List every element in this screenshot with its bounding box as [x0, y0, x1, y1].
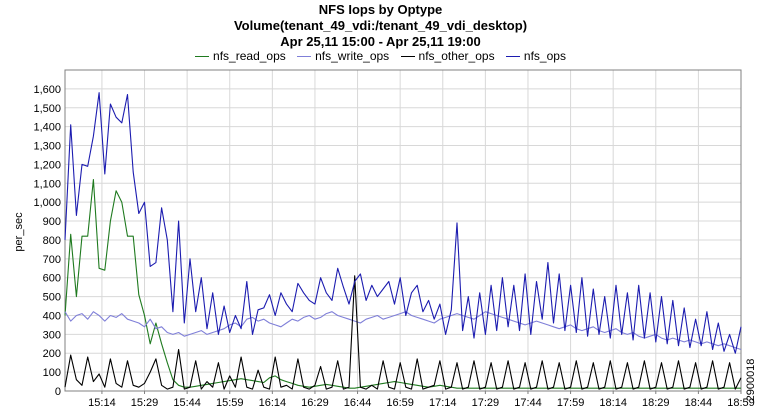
x-axis: 15:14 15:29 15:44 15:59 16:14 16:29 16:44 16:59… [88, 391, 755, 409]
legend-item-nfs-read-ops: nfs_read_ops [195, 49, 286, 63]
legend-item-nfs-ops: nfs_ops [505, 49, 566, 63]
y-tick-label: 1,200 [33, 159, 61, 171]
grid-lines [65, 70, 742, 392]
legend-swatch-nfs-write-ops [297, 56, 312, 58]
legend-label: nfs_write_ops [315, 49, 390, 63]
plot-area [64, 69, 742, 392]
x-tick-label: 17:14 [429, 397, 457, 409]
y-tick-label: 1,300 [33, 141, 61, 153]
legend-swatch-nfs-ops [505, 56, 520, 58]
y-tick-label: 500 [43, 292, 61, 304]
x-tick-label: 16:59 [386, 397, 414, 409]
x-tick-label: 18:14 [599, 397, 627, 409]
y-axis-label: per_sec [13, 212, 25, 252]
chart-subtitle: Volume(tenant_49_vdi:/tenant_49_vdi_desk… [233, 18, 528, 33]
y-tick-label: 1,400 [33, 122, 61, 134]
y-tick-label: 1,600 [33, 84, 61, 96]
x-tick-label: 18:29 [642, 397, 670, 409]
y-tick-label: 600 [43, 273, 61, 285]
chart-title: NFS Iops by Optype [318, 2, 443, 17]
series-line-nfs-other-ops [64, 275, 742, 390]
x-tick-label: 15:59 [216, 397, 244, 409]
y-tick-label: 1,000 [33, 197, 61, 209]
x-tick-label: 17:29 [472, 397, 500, 409]
y-tick-label: 1,500 [33, 103, 61, 115]
x-tick-label: 15:29 [131, 397, 159, 409]
y-tick-label: 200 [43, 348, 61, 360]
x-tick-label: 15:44 [173, 397, 201, 409]
x-tick-label: 17:44 [514, 397, 542, 409]
legend-item-nfs-write-ops: nfs_write_ops [297, 49, 389, 63]
y-tick-label: 400 [43, 310, 61, 322]
x-tick-label: 16:29 [301, 397, 329, 409]
chart-titles: NFS Iops by Optype Volume(tenant_49_vdi:… [0, 2, 761, 50]
y-tick-label: 700 [43, 254, 61, 266]
series-line-nfs-write-ops [64, 311, 742, 351]
x-tick-label: 18:44 [685, 397, 713, 409]
y-axis: 0 100 200 300 400 500 600 700 800 900 1,000 1,100 1,… [33, 84, 61, 398]
legend-item-nfs-other-ops: nfs_other_ops [400, 49, 495, 63]
side-annotation: 2900018 [745, 359, 757, 402]
x-tick-label: 15:14 [88, 397, 116, 409]
y-tick-label: 0 [55, 386, 61, 398]
chart-time-range: Apr 25,11 15:00 - Apr 25,11 19:00 [280, 34, 481, 49]
legend-swatch-nfs-other-ops [400, 56, 415, 58]
chart-legend: nfs_read_ops nfs_write_ops nfs_other_ops… [0, 49, 761, 63]
y-tick-label: 900 [43, 216, 61, 228]
legend-label: nfs_other_ops [418, 49, 495, 63]
x-tick-label: 18:59 [727, 397, 755, 409]
y-tick-label: 100 [43, 367, 61, 379]
x-tick-label: 16:44 [344, 397, 372, 409]
y-tick-label: 800 [43, 235, 61, 247]
series-lines [64, 92, 742, 390]
y-tick-label: 300 [43, 329, 61, 341]
legend-label: nfs_ops [523, 49, 566, 63]
x-tick-label: 17:59 [557, 397, 585, 409]
x-tick-label: 16:14 [259, 397, 287, 409]
series-line-nfs-read-ops [64, 178, 741, 389]
y-tick-label: 1,100 [33, 178, 61, 190]
legend-label: nfs_read_ops [213, 49, 286, 63]
series-line-nfs-ops [64, 92, 742, 354]
legend-swatch-nfs-read-ops [195, 56, 210, 58]
